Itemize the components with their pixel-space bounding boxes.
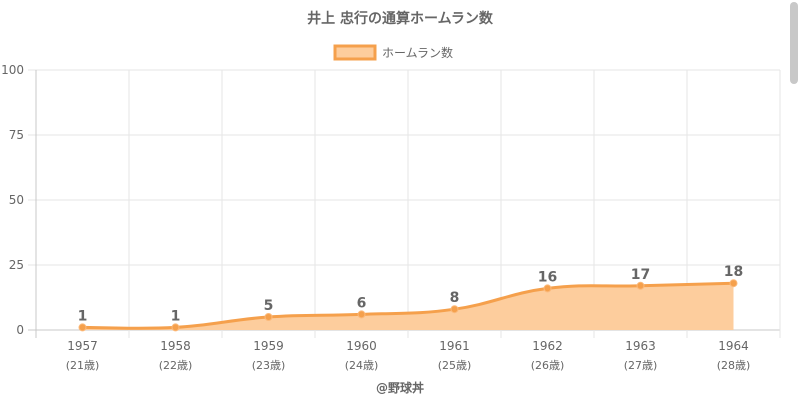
- data-labels: 1 1 5 6 8 16 17 18: [78, 264, 744, 324]
- data-point: [264, 313, 273, 321]
- data-label: 5: [264, 298, 274, 314]
- legend[interactable]: ホームラン数: [333, 44, 453, 61]
- legend-swatch: [333, 44, 377, 61]
- data-point: [636, 281, 645, 290]
- y-tick-label: 25: [9, 258, 24, 272]
- grid: [28, 69, 781, 338]
- data-point: [543, 284, 552, 293]
- x-tick-sublabel: (26歳): [531, 359, 565, 372]
- x-tick-label: 1959: [253, 339, 284, 353]
- y-tick-label: 100: [1, 63, 24, 77]
- footer-credit: @野球丼: [376, 380, 424, 395]
- x-tick-sublabel: (25歳): [438, 359, 472, 372]
- series-area: [82, 283, 734, 330]
- data-point: [450, 305, 459, 314]
- data-label: 1: [78, 308, 88, 324]
- legend-label: ホームラン数: [382, 45, 453, 60]
- x-tick-sublabel: (22歳): [159, 359, 193, 372]
- data-label: 18: [724, 264, 743, 280]
- data-label: 17: [631, 267, 650, 283]
- x-axis: 1957 (21歳) 1958 (22歳) 1959 (23歳) 1960 (24歳) 1961…: [66, 339, 751, 372]
- x-tick-sublabel: (27歳): [624, 359, 658, 372]
- data-label: 8: [450, 290, 460, 306]
- y-axis: 0 25 50 75 100: [1, 63, 24, 337]
- x-tick-label: 1962: [532, 339, 563, 353]
- x-tick-label: 1960: [346, 339, 377, 353]
- series-line: [82, 281, 734, 330]
- x-tick-sublabel: (28歳): [717, 359, 751, 372]
- data-point: [729, 279, 738, 288]
- scrollbar[interactable]: [788, 0, 800, 400]
- data-label: 6: [357, 295, 367, 311]
- x-tick-label: 1958: [160, 339, 191, 353]
- scrollbar-thumb[interactable]: [790, 2, 798, 84]
- data-point: [171, 323, 180, 332]
- data-point: [78, 323, 87, 332]
- x-tick-label: 1957: [67, 339, 98, 353]
- chart-title: 井上 忠行の通算ホームラン数: [307, 10, 494, 27]
- data-point: [357, 310, 366, 319]
- data-points: [78, 279, 738, 332]
- x-tick-sublabel: (24歳): [345, 359, 379, 372]
- y-tick-label: 50: [9, 193, 24, 207]
- data-label: 1: [171, 308, 181, 324]
- x-tick-label: 1963: [625, 339, 656, 353]
- y-tick-label: 75: [9, 128, 24, 142]
- x-tick-sublabel: (21歳): [66, 359, 100, 372]
- x-tick-sublabel: (23歳): [252, 359, 286, 372]
- data-label: 16: [538, 269, 557, 285]
- y-tick-label: 0: [16, 323, 24, 337]
- x-tick-label: 1961: [439, 339, 470, 353]
- x-tick-label: 1964: [718, 339, 749, 353]
